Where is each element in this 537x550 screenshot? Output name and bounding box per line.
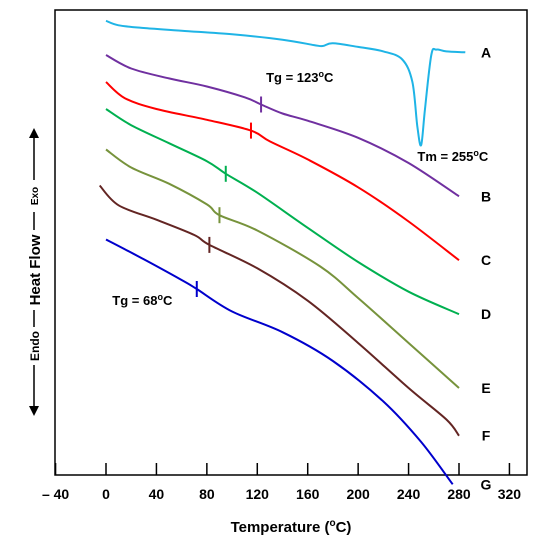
annotation-tg-g: Tg = 68oC bbox=[112, 292, 173, 308]
y-label-exo: Exo bbox=[30, 187, 41, 205]
x-tick-label: 0 bbox=[102, 486, 110, 502]
series-line-e bbox=[105, 148, 460, 389]
series-line-d bbox=[105, 108, 460, 316]
series-line-g bbox=[105, 238, 454, 485]
y-axis-title: Endo Heat Flow Exo bbox=[27, 128, 44, 416]
series-line-f bbox=[98, 184, 460, 437]
series-label-f: F bbox=[482, 428, 491, 444]
x-tick-label: 40 bbox=[149, 486, 165, 502]
series-label-a: A bbox=[481, 44, 491, 60]
x-tick-label: 200 bbox=[346, 486, 370, 502]
series-label-e: E bbox=[481, 380, 490, 396]
series-label-d: D bbox=[481, 306, 491, 322]
y-label-heatflow: Heat Flow bbox=[27, 234, 44, 305]
x-tick-label: 160 bbox=[296, 486, 320, 502]
y-arrow-head-exo bbox=[29, 128, 39, 138]
series-label-c: C bbox=[481, 252, 491, 268]
annotation-tm-a: Tm = 255oC bbox=[417, 148, 489, 164]
x-tick-label: 320 bbox=[498, 486, 522, 502]
x-tick-label: 240 bbox=[397, 486, 421, 502]
x-axis-title: Temperature (oC) bbox=[231, 518, 352, 536]
series-label-g: G bbox=[481, 476, 492, 492]
series-line-a bbox=[105, 19, 466, 147]
x-tick-label: 280 bbox=[447, 486, 471, 502]
plot-frame bbox=[54, 9, 528, 476]
x-tick-label: 80 bbox=[199, 486, 215, 502]
series-line-c bbox=[105, 81, 460, 261]
y-label-endo: Endo bbox=[28, 331, 42, 361]
x-tick-label: 120 bbox=[246, 486, 270, 502]
y-arrow-head-endo bbox=[29, 406, 39, 416]
series-label-b: B bbox=[481, 188, 491, 204]
annotation-tg-b: Tg = 123oC bbox=[266, 69, 334, 85]
x-tick-label: – 40 bbox=[42, 486, 69, 502]
